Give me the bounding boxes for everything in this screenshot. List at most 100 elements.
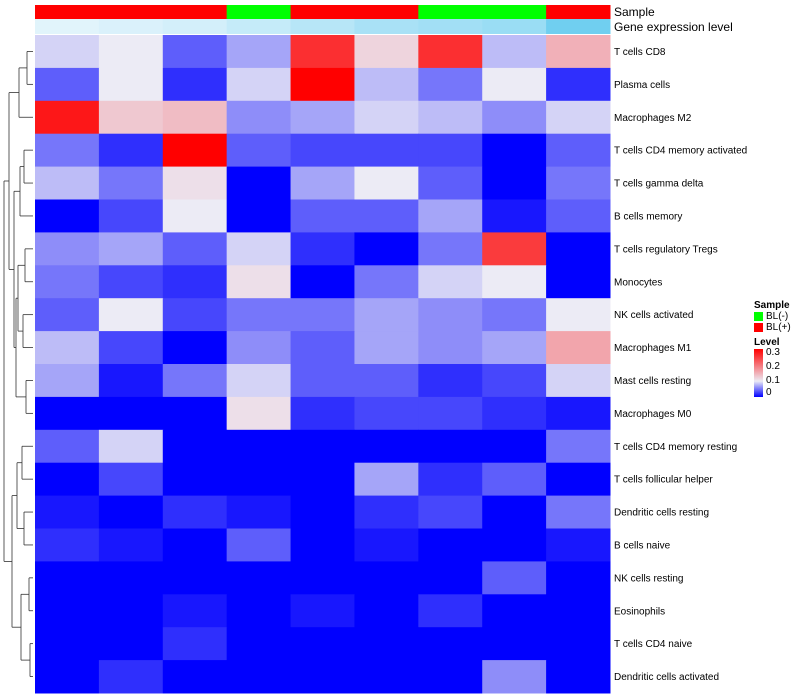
heatmap-cell [546, 298, 611, 332]
heatmap-cell [98, 166, 164, 200]
expression-annotation-cell [482, 19, 547, 34]
sample-annotation-cell [354, 5, 419, 19]
heatmap-cell [290, 133, 355, 168]
heatmap-cell [290, 35, 355, 69]
heatmap-cell [418, 528, 483, 562]
heatmap-cell [482, 67, 547, 102]
row-label: T cells gamma delta [614, 179, 704, 190]
expression-annotation-cell [226, 19, 292, 34]
heatmap-cell [354, 495, 419, 529]
expression-annotation-cell [546, 19, 611, 34]
heatmap-cell [35, 396, 100, 431]
heatmap-cell [354, 396, 419, 431]
heatmap-cell [546, 627, 611, 661]
bl-negative-label: BL(-) [766, 311, 789, 322]
expression-annotation-label: Gene expression level [614, 20, 733, 34]
row-label: NK cells resting [614, 573, 683, 584]
expression-annotation-cell [162, 19, 228, 34]
heatmap-cell [162, 396, 228, 431]
heatmap-cell [418, 232, 483, 266]
heatmap-cell [546, 199, 611, 233]
heatmap-cell [290, 429, 355, 464]
heatmap-cell [226, 298, 292, 332]
heatmap-cell [546, 429, 611, 464]
heatmap-cell [482, 660, 547, 694]
heatmap-cell [226, 528, 292, 562]
heatmap-cell [226, 594, 292, 628]
sample-annotation-cell [226, 5, 292, 19]
sample-annotation-cell [418, 5, 483, 19]
heatmap-cell [98, 429, 164, 464]
row-label: B cells naive [614, 540, 671, 551]
heatmap-cell [418, 396, 483, 431]
sample-annotation-cell [482, 5, 547, 19]
heatmap-cell [290, 232, 355, 266]
level-tick-label: 0.3 [766, 347, 780, 358]
heatmap-cell [98, 594, 164, 628]
heatmap-cell [546, 133, 611, 168]
heatmap-cell [354, 35, 419, 69]
heatmap-cell [162, 100, 228, 135]
heatmap-cell [226, 232, 292, 266]
heatmap-cell [418, 561, 483, 595]
row-label: T cells CD4 memory resting [614, 442, 737, 453]
expression-annotation-cell [98, 19, 164, 34]
heatmap-cell [98, 331, 164, 365]
sample-annotation-cell [162, 5, 228, 19]
heatmap-cell [226, 331, 292, 365]
heatmap-cell [290, 166, 355, 200]
sample-legend-title: Sample [754, 300, 790, 311]
heatmap-cell [418, 35, 483, 69]
heatmap-cell [354, 265, 419, 299]
heatmap-cell [354, 100, 419, 135]
heatmap-cell [98, 67, 164, 102]
heatmap-cell [98, 495, 164, 529]
heatmap-cell [482, 331, 547, 365]
heatmap-cell [290, 561, 355, 595]
heatmap-cell [98, 133, 164, 168]
heatmap-cell [354, 67, 419, 102]
heatmap-cell [482, 528, 547, 562]
heatmap-cell [35, 100, 100, 135]
row-label: T cells CD4 memory activated [614, 146, 747, 157]
row-label: Dendritic cells activated [614, 672, 719, 683]
heatmap-cell [226, 627, 292, 661]
heatmap-cell [418, 100, 483, 135]
heatmap-cell [35, 462, 100, 497]
heatmap-cell [162, 133, 228, 168]
heatmap-cell [35, 627, 100, 661]
legend: Sample BL(-) BL(+) Level 0.3 0.2 0.1 0 [754, 300, 800, 398]
heatmap-cell [35, 133, 100, 168]
sample-annotation-cell [546, 5, 611, 19]
heatmap-cell [226, 561, 292, 595]
heatmap-cell [418, 594, 483, 628]
heatmap-cell [35, 232, 100, 266]
heatmap-cell [354, 429, 419, 464]
heatmap-cell [98, 232, 164, 266]
heatmap-cell [35, 199, 100, 233]
heatmap-cell [418, 67, 483, 102]
heatmap-cell [354, 462, 419, 497]
heatmap-cell [546, 396, 611, 431]
row-label: Dendritic cells resting [614, 508, 709, 519]
heatmap-cell [98, 396, 164, 431]
heatmap-cell [98, 627, 164, 661]
heatmap-cell [162, 331, 228, 365]
heatmap-cell [226, 166, 292, 200]
heatmap-cell [418, 133, 483, 168]
heatmap-cell [418, 660, 483, 694]
heatmap-cell [482, 627, 547, 661]
heatmap-cell [482, 133, 547, 168]
heatmap-cell [354, 660, 419, 694]
heatmap-cell [290, 528, 355, 562]
heatmap-cell [226, 364, 292, 398]
level-legend-title: Level [754, 337, 780, 348]
row-label: T cells regulatory Tregs [614, 244, 718, 255]
row-label: T cells follicular helper [614, 475, 713, 486]
heatmap-cell [354, 232, 419, 266]
heatmap-cell [290, 396, 355, 431]
heatmap-cell [546, 528, 611, 562]
heatmap-cell [162, 660, 228, 694]
heatmap-cell [162, 364, 228, 398]
